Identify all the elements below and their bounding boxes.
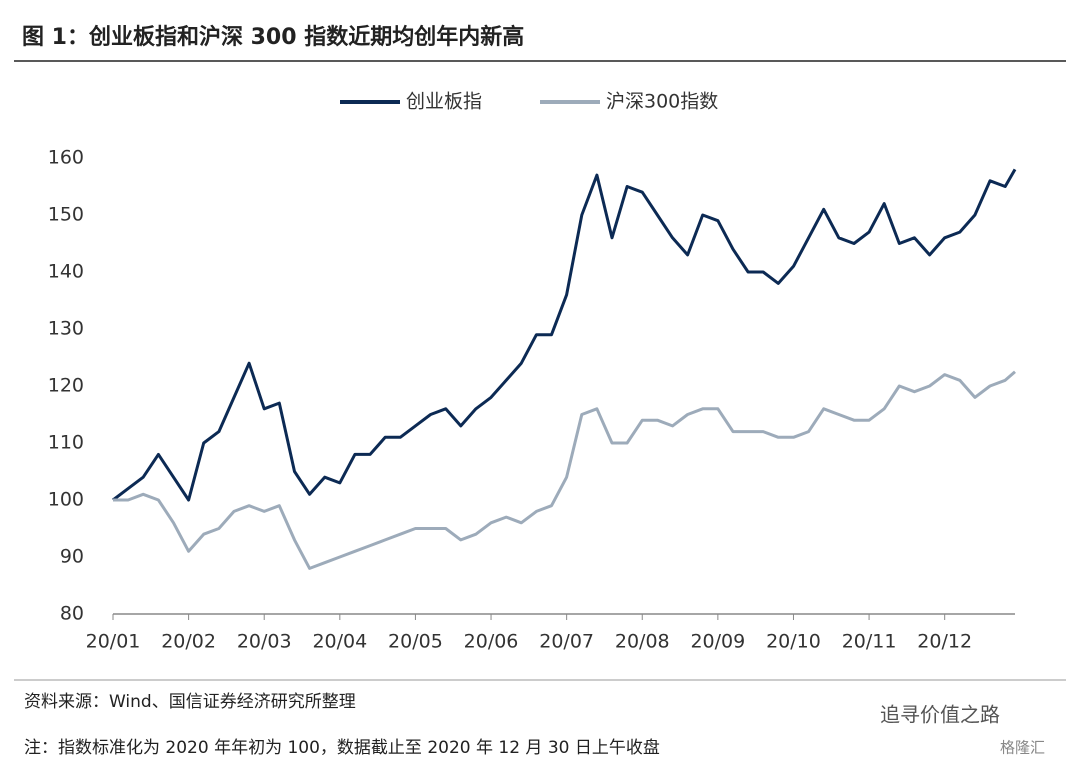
x-tick-label: 20/08 — [615, 631, 670, 653]
x-tick-label: 20/03 — [237, 631, 292, 653]
chart-title: 图 1：创业板指和沪深 300 指数近期均创年内新高 — [22, 24, 524, 50]
note: 注：指数标准化为 2020 年年初为 100，数据截止至 2020 年 12 月… — [24, 738, 660, 758]
legend-label: 创业板指 — [406, 91, 482, 113]
x-tick-label: 20/10 — [766, 631, 821, 653]
y-tick-label: 160 — [48, 147, 84, 169]
y-tick-label: 100 — [48, 489, 84, 511]
x-tick-label: 20/12 — [917, 631, 972, 653]
y-tick-label: 80 — [60, 603, 84, 625]
legend-label: 沪深300指数 — [606, 91, 718, 113]
watermark: 追寻价值之路 — [880, 703, 1000, 727]
x-tick-label: 20/05 — [388, 631, 443, 653]
x-tick-label: 20/02 — [161, 631, 216, 653]
series-line — [112, 168, 1017, 502]
x-tick-label: 20/07 — [539, 631, 594, 653]
y-tick-label: 150 — [48, 204, 84, 226]
x-tick-label: 20/06 — [464, 631, 519, 653]
series-line — [113, 370, 1016, 570]
source: 资料来源：Wind、国信证券经济研究所整理 — [24, 692, 356, 712]
watermark: 格隆汇 — [1000, 739, 1045, 757]
y-tick-label: 110 — [48, 432, 84, 454]
x-tick-label: 20/01 — [86, 631, 141, 653]
y-tick-label: 130 — [48, 318, 84, 340]
x-tick-label: 20/09 — [690, 631, 745, 653]
y-tick-label: 120 — [48, 375, 84, 397]
x-tick-label: 20/11 — [842, 631, 897, 653]
y-tick-label: 90 — [60, 546, 84, 568]
y-tick-label: 140 — [48, 261, 84, 283]
x-tick-label: 20/04 — [312, 631, 367, 653]
